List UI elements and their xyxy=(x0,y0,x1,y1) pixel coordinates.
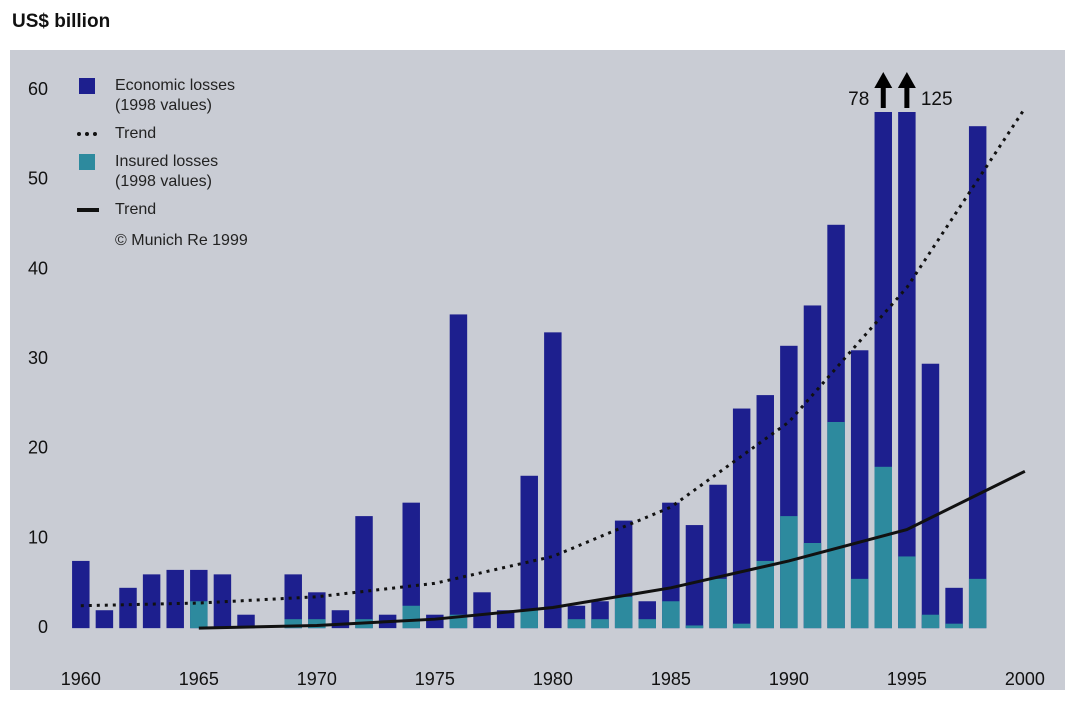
legend-item: Economic losses (1998 values) xyxy=(75,76,295,116)
bar xyxy=(95,610,114,629)
bar xyxy=(284,619,302,629)
bar xyxy=(898,112,916,629)
legend-item: Trend xyxy=(75,124,295,144)
bar xyxy=(119,587,137,629)
bar xyxy=(520,610,538,629)
bar xyxy=(355,516,373,629)
x-tick-label: 1995 xyxy=(887,669,927,689)
legend-mark xyxy=(77,208,99,212)
bar xyxy=(496,610,515,629)
x-tick-label: 1980 xyxy=(533,669,573,689)
bar xyxy=(190,601,208,629)
x-tick-label: 1960 xyxy=(61,669,101,689)
bar xyxy=(921,614,940,629)
bar xyxy=(827,421,845,629)
bar xyxy=(213,574,232,629)
bar xyxy=(614,596,633,629)
trend-line xyxy=(198,469,1026,630)
legend-mark xyxy=(79,154,95,170)
bar xyxy=(685,525,704,629)
y-tick-label: 40 xyxy=(28,258,48,278)
x-tick-label: 1975 xyxy=(415,669,455,689)
legend-item: Insured losses (1998 values) xyxy=(75,152,295,192)
bar xyxy=(709,578,727,629)
legend-label: Trend xyxy=(115,201,157,218)
bar xyxy=(402,605,420,629)
bar xyxy=(520,475,538,629)
legend-swatch xyxy=(75,76,115,96)
y-tick-label: 0 xyxy=(38,617,48,637)
bar xyxy=(662,502,680,629)
bar xyxy=(662,601,680,629)
overflow-arrowhead xyxy=(897,72,916,88)
bar xyxy=(567,619,586,629)
x-tick-label: 1965 xyxy=(179,669,219,689)
bar xyxy=(850,578,869,629)
x-tick-label: 2000 xyxy=(1005,669,1045,689)
bar xyxy=(426,614,444,629)
bar xyxy=(638,619,656,629)
bar xyxy=(308,619,326,629)
bar xyxy=(780,516,798,629)
y-tick-label: 50 xyxy=(28,169,48,189)
bar xyxy=(449,314,468,629)
bar xyxy=(756,560,774,629)
bar xyxy=(591,619,609,629)
bar xyxy=(968,126,987,629)
bar xyxy=(850,350,869,629)
y-tick-label: 60 xyxy=(28,79,48,99)
bar xyxy=(968,578,987,629)
overflow-label: 78 xyxy=(848,89,869,110)
bar xyxy=(945,623,963,629)
legend: Economic losses (1998 values) Trend Insure… xyxy=(75,76,295,250)
legend-label: Economic losses (1998 values) xyxy=(115,77,236,114)
y-tick-label: 10 xyxy=(28,527,48,547)
bar xyxy=(72,560,90,629)
bar xyxy=(874,466,892,629)
bar xyxy=(732,408,751,629)
legend-mark xyxy=(77,132,97,136)
source-note: © Munich Re 1999 xyxy=(115,232,248,249)
bar xyxy=(921,363,940,629)
overflow-arrowhead xyxy=(874,72,893,88)
bar xyxy=(402,502,420,629)
legend-label: Trend xyxy=(115,125,157,142)
overflow-label: 125 xyxy=(921,89,953,110)
y-tick-label: 20 xyxy=(28,438,48,458)
bar xyxy=(685,625,704,629)
bar xyxy=(544,332,562,629)
bar xyxy=(898,556,916,629)
y-axis-label: US$ billion xyxy=(12,11,110,32)
legend-mark xyxy=(79,78,95,94)
x-tick-label: 1990 xyxy=(769,669,809,689)
bar xyxy=(732,623,751,629)
bar xyxy=(166,569,184,629)
bar xyxy=(473,592,491,629)
legend-swatch xyxy=(75,124,115,144)
bar xyxy=(945,587,963,629)
legend-label: Insured losses (1998 values) xyxy=(115,153,219,190)
y-tick-label: 30 xyxy=(28,348,48,368)
x-tick-label: 1970 xyxy=(297,669,337,689)
bar xyxy=(803,542,822,629)
bar xyxy=(142,574,161,629)
legend-swatch xyxy=(75,152,115,172)
bar xyxy=(237,614,255,629)
legend-item: Trend xyxy=(75,200,295,220)
x-tick-label: 1985 xyxy=(651,669,691,689)
legend-swatch xyxy=(75,200,115,220)
bar xyxy=(284,574,302,629)
